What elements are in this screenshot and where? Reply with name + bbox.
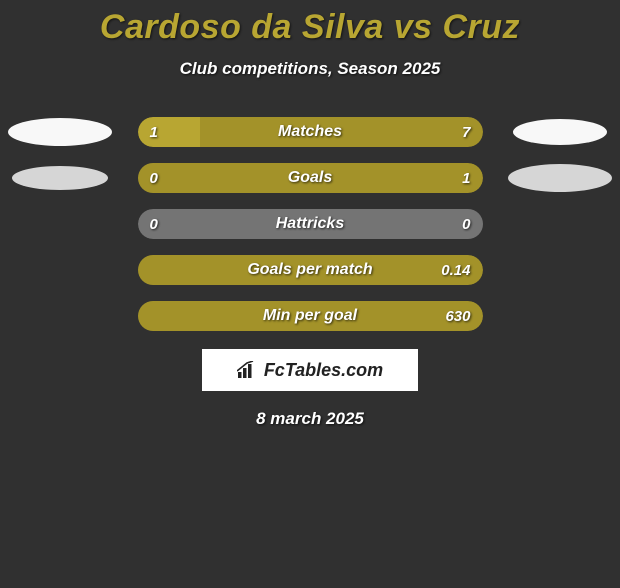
stat-row: 0 Hattricks 0 [0,209,620,239]
ellipse-icon [513,119,607,145]
right-team-icon-slot [500,119,620,145]
stat-label: Matches [138,117,483,147]
stat-row: Min per goal 630 [0,301,620,331]
stat-right-value: 0 [462,209,470,239]
subtitle: Club competitions, Season 2025 [0,59,620,79]
stat-right-value: 630 [445,301,470,331]
stat-right-value: 0.14 [441,255,470,285]
left-team-icon-slot [0,118,120,146]
comparison-chart: 1 Matches 7 0 Goals 1 0 Hattricks [0,117,620,331]
stat-label: Min per goal [138,301,483,331]
fctables-logo: FcTables.com [202,349,418,391]
stat-label: Hattricks [138,209,483,239]
stat-bar: 1 Matches 7 [138,117,483,147]
update-date: 8 march 2025 [0,409,620,429]
stat-bar: Min per goal 630 [138,301,483,331]
ellipse-icon [8,118,112,146]
stat-right-value: 7 [462,117,470,147]
page-title: Cardoso da Silva vs Cruz [0,8,620,47]
logo-text: FcTables.com [264,360,383,381]
stat-bar: 0 Hattricks 0 [138,209,483,239]
right-team-icon-slot [500,164,620,192]
ellipse-icon [12,166,108,190]
stat-label: Goals [138,163,483,193]
stat-bar: Goals per match 0.14 [138,255,483,285]
ellipse-icon [508,164,612,192]
stat-row: Goals per match 0.14 [0,255,620,285]
stat-row: 1 Matches 7 [0,117,620,147]
stat-right-value: 1 [462,163,470,193]
left-team-icon-slot [0,166,120,190]
stat-label: Goals per match [138,255,483,285]
stat-bar: 0 Goals 1 [138,163,483,193]
stat-row: 0 Goals 1 [0,163,620,193]
bar-chart-icon [237,361,259,379]
